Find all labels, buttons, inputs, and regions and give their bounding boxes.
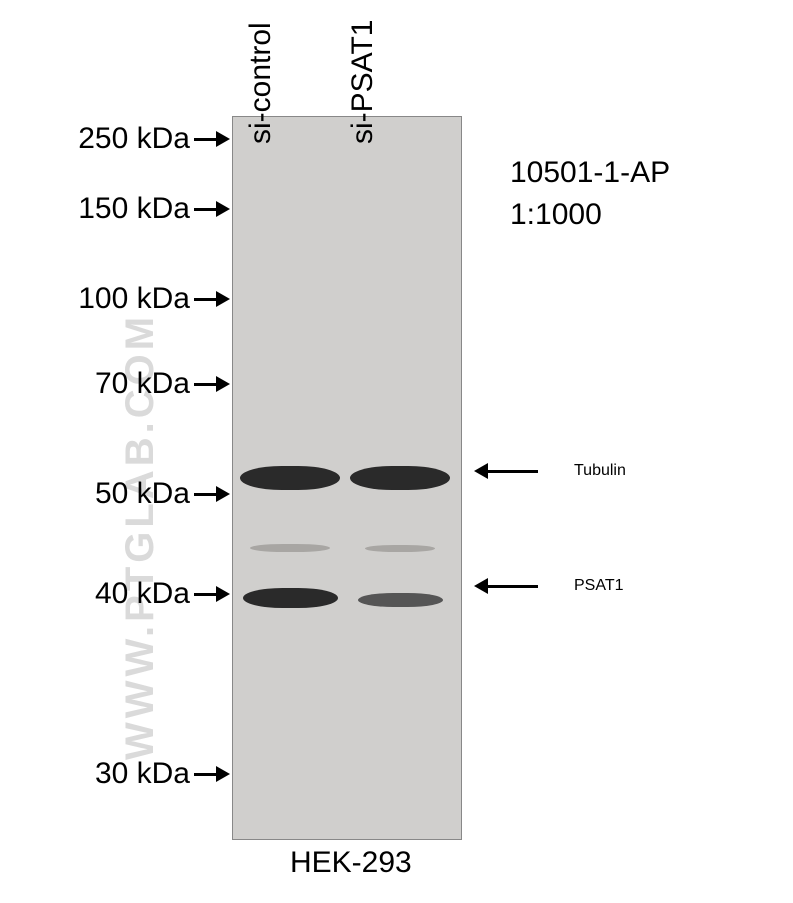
arrow-right-icon (194, 291, 230, 307)
mw-marker: 250 kDa (0, 122, 230, 156)
mw-marker: 40 kDa (0, 577, 230, 611)
mw-marker-label: 40 kDa (95, 577, 190, 611)
protein-band (243, 588, 338, 608)
arrow-left-icon (474, 578, 538, 594)
band-annotation: Tubulin (474, 462, 626, 480)
arrow-right-icon (194, 376, 230, 392)
mw-marker-label: 70 kDa (95, 367, 190, 401)
mw-marker: 30 kDa (0, 757, 230, 791)
protein-band (365, 545, 435, 552)
lane-label: si-PSAT1 (346, 20, 380, 144)
band-annotation-label: Tubulin (574, 462, 626, 480)
mw-marker-label: 100 kDa (78, 282, 190, 316)
band-annotation: PSAT1 (474, 577, 624, 595)
arrow-right-icon (194, 486, 230, 502)
arrow-right-icon (194, 131, 230, 147)
band-annotation-label: PSAT1 (574, 577, 624, 595)
cell-line-label: HEK-293 (290, 846, 412, 880)
mw-marker-label: 150 kDa (78, 192, 190, 226)
arrow-right-icon (194, 201, 230, 217)
western-blot-figure: WWW.PTGLAB.COM 250 kDa150 kDa100 kDa70 k… (0, 0, 793, 903)
antibody-dilution: 1:1000 (510, 194, 670, 236)
mw-marker: 70 kDa (0, 367, 230, 401)
arrow-right-icon (194, 586, 230, 602)
mw-marker-label: 30 kDa (95, 757, 190, 791)
mw-marker-label: 50 kDa (95, 477, 190, 511)
arrow-right-icon (194, 766, 230, 782)
lane-label: si-control (244, 22, 278, 144)
mw-marker: 150 kDa (0, 192, 230, 226)
protein-band (358, 593, 443, 607)
antibody-catalog: 10501-1-AP (510, 152, 670, 194)
mw-marker: 50 kDa (0, 477, 230, 511)
protein-band (240, 466, 340, 490)
mw-marker-label: 250 kDa (78, 122, 190, 156)
protein-band (250, 544, 330, 552)
antibody-info: 10501-1-AP 1:1000 (510, 152, 670, 236)
protein-band (350, 466, 450, 490)
mw-marker: 100 kDa (0, 282, 230, 316)
arrow-left-icon (474, 463, 538, 479)
